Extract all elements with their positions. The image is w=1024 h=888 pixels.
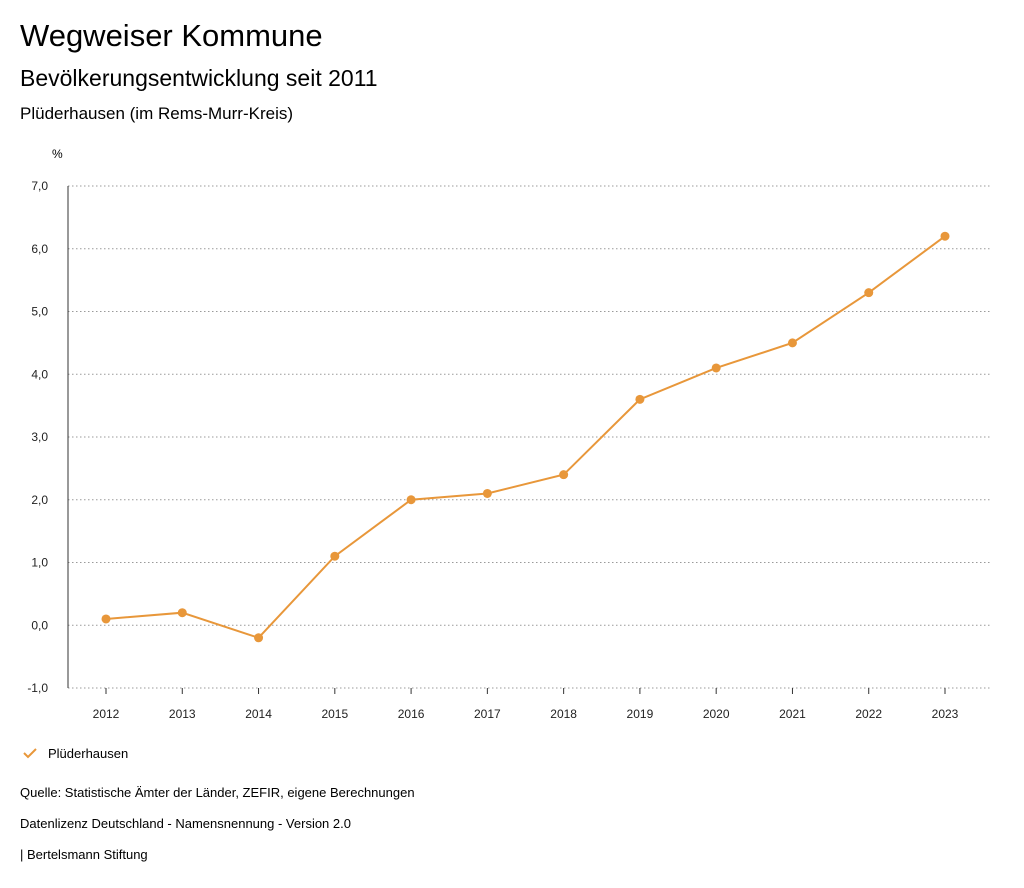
publisher-text: | Bertelsmann Stiftung: [20, 847, 148, 862]
data-point[interactable]: [940, 231, 950, 241]
data-point[interactable]: [482, 488, 492, 498]
legend-label: Plüderhausen: [48, 745, 129, 761]
y-tick-label: 0,0: [31, 618, 48, 632]
data-point[interactable]: [864, 288, 874, 298]
x-tick-label: 2023: [932, 707, 959, 721]
license-text: Datenlizenz Deutschland - Namensnennung …: [20, 816, 351, 831]
y-tick-label: -1,0: [27, 681, 48, 695]
x-tick-label: 2014: [245, 707, 272, 721]
series-line: [105, 235, 946, 639]
x-tick-label: 2018: [550, 707, 577, 721]
data-point[interactable]: [101, 614, 111, 624]
chart-subtitle: Bevölkerungsentwicklung seit 2011: [20, 65, 378, 91]
checkmark-icon: [23, 748, 37, 759]
region-label: Plüderhausen (im Rems-Murr-Kreis): [20, 104, 294, 123]
page-title: Wegweiser Kommune: [20, 18, 323, 53]
x-tick-label: 2019: [627, 707, 654, 721]
data-point[interactable]: [330, 551, 340, 561]
data-point[interactable]: [635, 394, 645, 404]
y-tick-label: 1,0: [31, 556, 48, 570]
y-axis-unit: %: [52, 147, 63, 161]
data-point[interactable]: [559, 470, 569, 480]
data-point[interactable]: [406, 495, 416, 505]
y-tick-label: 5,0: [31, 305, 48, 319]
data-point[interactable]: [254, 633, 264, 643]
line-chart: -1,0 0,0 1,0 2,0 3,0 4,0 5,0 6,0 7,0 2012 2013 2014…: [27, 179, 990, 721]
y-tick-label: 3,0: [31, 430, 48, 444]
data-point[interactable]: [787, 338, 797, 348]
y-tick-label: 2,0: [31, 493, 48, 507]
y-tick-label: 6,0: [31, 242, 48, 256]
x-tick-label: 2012: [93, 707, 120, 721]
x-tick-label: 2013: [169, 707, 196, 721]
data-point[interactable]: [177, 608, 187, 618]
x-tick-label: 2021: [779, 707, 806, 721]
x-tick-label: 2020: [703, 707, 730, 721]
y-tick-label: 7,0: [31, 179, 48, 193]
data-point[interactable]: [711, 363, 721, 373]
x-tick-label: 2016: [398, 707, 425, 721]
legend[interactable]: Plüderhausen: [22, 745, 128, 761]
source-text: Quelle: Statistische Ämter der Länder, Z…: [20, 785, 415, 800]
x-tick-label: 2015: [321, 707, 348, 721]
x-tick-label: 2017: [474, 707, 501, 721]
y-tick-label: 4,0: [31, 367, 48, 381]
x-tick-label: 2022: [855, 707, 882, 721]
